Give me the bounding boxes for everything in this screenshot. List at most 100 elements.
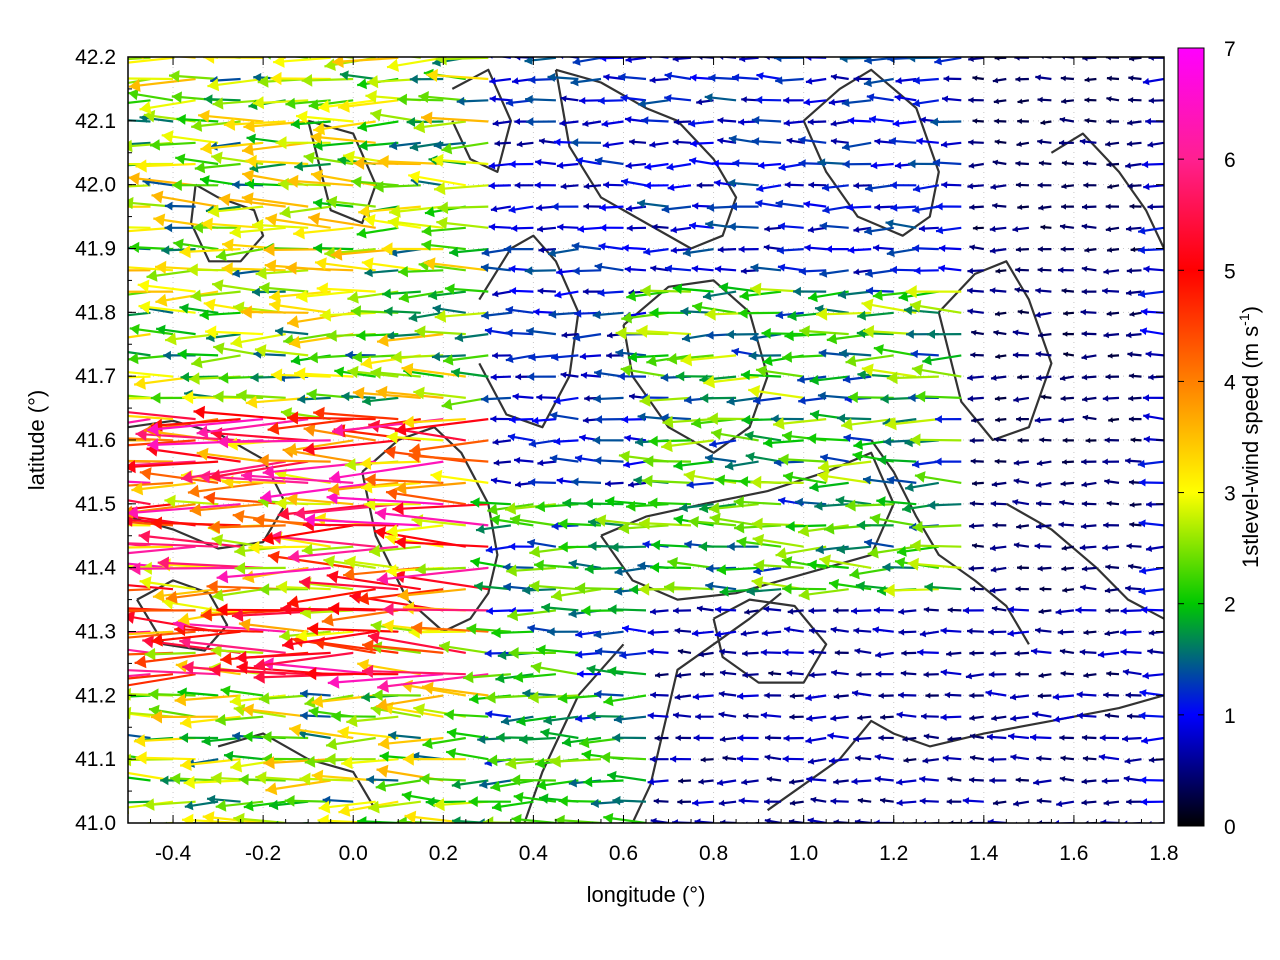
wind-vector-head [1017, 204, 1023, 210]
wind-vector-head [409, 74, 418, 84]
wind-vector-head [1012, 351, 1019, 359]
wind-vector-head [1016, 141, 1022, 147]
wind-vector-head [113, 225, 124, 238]
wind-vector-head [1039, 586, 1045, 592]
wind-vector-head [505, 354, 514, 364]
wind-vector-head [212, 279, 224, 292]
wind-vector-head [967, 819, 973, 823]
wind-vector [128, 503, 241, 515]
wind-vector-head [487, 503, 498, 516]
wind-vector-head [593, 630, 602, 639]
wind-vector [308, 216, 376, 229]
wind-vector-head [11, 500, 22, 513]
wind-vector-head [277, 177, 289, 191]
wind-vector-head [1148, 57, 1154, 61]
wind-vector-head [678, 778, 684, 784]
wind-vector-head [664, 581, 675, 594]
wind-vector-head [255, 266, 267, 280]
wind-vector [128, 459, 174, 463]
wind-vector [293, 503, 399, 516]
wind-vector-head [44, 630, 55, 643]
wind-vector-head [922, 757, 929, 764]
wind-vector-head [289, 723, 301, 737]
wind-vector-head [90, 460, 101, 473]
wind-vector-head [252, 287, 260, 297]
wind-vector [179, 639, 286, 654]
wind-vector-head [615, 348, 624, 358]
wind-vector-head [1084, 117, 1090, 124]
wind-vector-head [451, 367, 461, 378]
wind-vector [208, 524, 286, 529]
wind-vector-head [232, 180, 240, 190]
wind-vector-head [571, 242, 580, 251]
wind-vector [328, 460, 444, 480]
wind-vector-head [505, 305, 514, 315]
wind-vector-head [27, 640, 39, 653]
wind-vector-head [579, 434, 586, 442]
wind-vector-head [441, 398, 453, 411]
wind-vector-head [1137, 459, 1146, 468]
wind-vector-head [492, 801, 502, 812]
wind-vector-head [558, 541, 568, 553]
wind-vector [128, 562, 174, 569]
wind-vector-head [886, 248, 895, 258]
wind-vector-head [1058, 266, 1064, 274]
wind-vector-head [58, 454, 69, 467]
wind-vector-head [986, 733, 993, 741]
wind-vector-head [299, 575, 311, 590]
wind-vector [209, 668, 309, 676]
wind-vector-head [785, 521, 795, 532]
wind-vector-head [834, 649, 840, 656]
y-axis-title: latitude (°) [24, 390, 49, 491]
colorbar-tick-label: 6 [1224, 149, 1236, 172]
wind-vector-head [1013, 478, 1020, 485]
wind-vector-head [435, 57, 447, 66]
wind-vector-head [87, 200, 98, 213]
wind-vector [332, 57, 399, 64]
x-tick-label: 1.2 [879, 842, 908, 865]
wind-vector-head [650, 562, 660, 573]
wind-vector-head [1105, 607, 1111, 614]
wind-vector-head [570, 138, 579, 147]
wind-vector-head [178, 612, 190, 626]
wind-vector-head [1061, 183, 1067, 190]
wind-vector-head [916, 137, 923, 145]
wind-vector-head [215, 799, 227, 812]
wind-vector-head [664, 71, 673, 80]
wind-vector-head [878, 692, 884, 699]
wind-vector-head [689, 221, 697, 230]
wind-vector-head [584, 498, 593, 509]
wind-vector-head [736, 755, 744, 763]
wind-vector [128, 715, 129, 717]
wind-vector-head [971, 417, 977, 423]
wind-vector-head [156, 324, 166, 336]
wind-vector-head [404, 810, 417, 823]
wind-vector-head [344, 555, 356, 569]
wind-vector-head [875, 670, 882, 678]
wind-vector-head [941, 181, 948, 189]
wind-vector-head [718, 282, 729, 293]
wind-vector-head [52, 483, 64, 496]
wind-vector [286, 588, 376, 605]
wind-vector-head [690, 73, 697, 82]
wind-vector-head [196, 447, 209, 461]
wind-vector-head [918, 225, 925, 233]
wind-vector-head [967, 308, 974, 315]
wind-vector-head [972, 225, 978, 231]
wind-vector-head [300, 711, 308, 721]
wind-vector-head [947, 736, 953, 742]
wind-vector-head [760, 648, 767, 656]
wind-vector-head [231, 608, 244, 622]
wind-vector-head [638, 582, 650, 596]
wind-vector-head [808, 648, 815, 656]
wind-vector-head [907, 57, 916, 63]
wind-vector-head [725, 461, 734, 471]
wind-vector-head [819, 269, 828, 278]
wind-vector-head [969, 650, 975, 657]
wind-vector-head [539, 138, 545, 145]
wind-vector-head [640, 284, 651, 298]
terrain-contour [600, 451, 895, 601]
wind-vector [128, 371, 174, 378]
wind-vector-head [488, 223, 496, 231]
wind-vector-head [83, 264, 94, 277]
